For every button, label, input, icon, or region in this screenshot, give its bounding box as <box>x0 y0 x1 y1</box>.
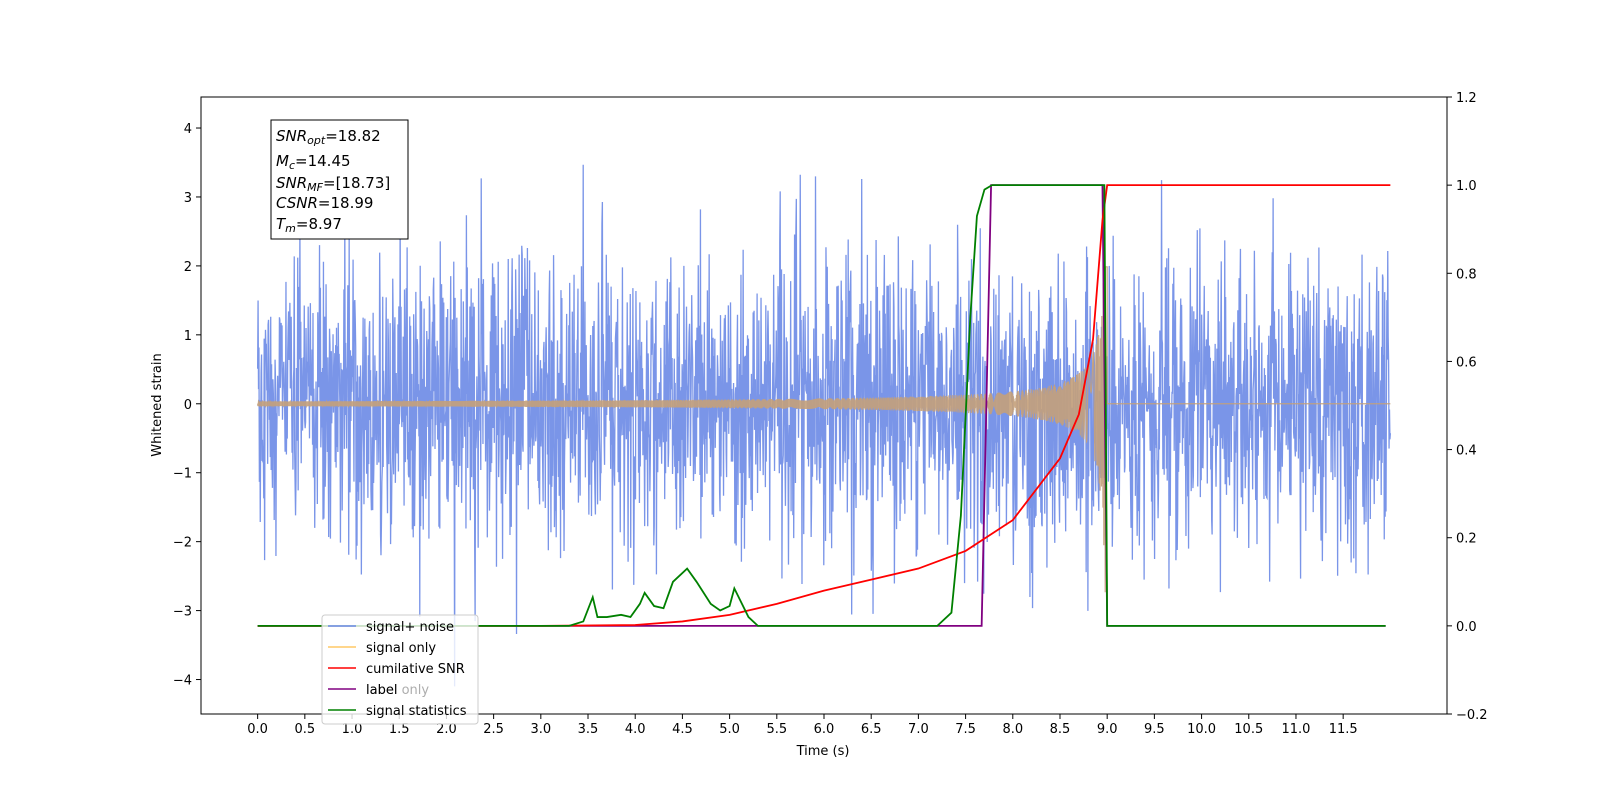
y-tick-label: 4 <box>184 122 192 137</box>
x-tick-label: 2.5 <box>483 722 504 737</box>
legend-label-cumulative-snr: cumilative SNR <box>366 662 465 677</box>
y2-tick-label: 1.0 <box>1456 179 1477 194</box>
y2-tick-label: 0.6 <box>1456 355 1477 370</box>
series-signal-noise <box>256 164 1392 687</box>
y-tick-label: −1 <box>173 467 192 482</box>
x-tick-label: 9.5 <box>1144 722 1165 737</box>
x-tick-label: 3.5 <box>578 722 599 737</box>
y-tick-label: 0 <box>184 398 192 413</box>
y-tick-label: 1 <box>184 329 192 344</box>
y-tick-label: −3 <box>173 605 192 620</box>
x-axis-label: Time (s) <box>796 744 850 759</box>
stat-csnr: CSNR=18.99 <box>276 194 373 212</box>
x-tick-label: 6.5 <box>861 722 882 737</box>
legend-label-signal-statistics: signal statistics <box>366 704 467 719</box>
y2-tick-label: 0.2 <box>1456 532 1477 547</box>
x-tick-label: 5.5 <box>766 722 787 737</box>
x-tick-label: 8.5 <box>1050 722 1071 737</box>
y2-tick-label: −0.2 <box>1456 708 1488 723</box>
x-tick-label: 1.0 <box>342 722 363 737</box>
y-axis-left: 4 3 2 1 0 −1 −2 −3 −4 <box>173 122 201 689</box>
y-tick-label: 3 <box>184 191 192 206</box>
y-tick-label: 2 <box>184 260 192 275</box>
x-tick-label: 10.0 <box>1187 722 1216 737</box>
legend-label-signal-only: signal only <box>366 641 436 656</box>
x-tick-label: 0.5 <box>294 722 315 737</box>
legend: signal+ noise signal only cumilative SNR… <box>321 614 479 725</box>
x-tick-label: 10.5 <box>1234 722 1263 737</box>
x-tick-label: 5.0 <box>719 722 740 737</box>
stat-tm: Tm=8.97 <box>276 215 342 235</box>
stat-mc: Mc=14.45 <box>276 152 351 172</box>
y2-tick-label: 0.4 <box>1456 444 1477 459</box>
legend-label-label-only: label only <box>366 683 429 698</box>
y-tick-label: −4 <box>173 674 192 689</box>
y2-tick-label: 0.0 <box>1456 620 1477 635</box>
x-tick-label: 11.5 <box>1329 722 1358 737</box>
x-tick-label: 8.0 <box>1002 722 1023 737</box>
x-tick-label: 6.0 <box>814 722 835 737</box>
x-tick-label: 11.0 <box>1281 722 1310 737</box>
y-axis-right: 1.2 1.0 0.8 0.6 0.4 0.2 0.0 −0.2 <box>1447 91 1488 723</box>
series-cumulative-snr <box>257 184 1391 627</box>
x-tick-label: 3.0 <box>530 722 551 737</box>
x-tick-label: 7.0 <box>908 722 929 737</box>
x-tick-label: 7.5 <box>955 722 976 737</box>
y2-tick-label: 1.2 <box>1456 91 1477 106</box>
series-layer <box>256 164 1392 687</box>
stats-box: SNRopt=18.82 Mc=14.45 SNRMF=[18.73] CSNR… <box>270 119 409 240</box>
x-tick-label: 4.0 <box>625 722 646 737</box>
x-tick-label: 9.0 <box>1097 722 1118 737</box>
y-tick-label: −2 <box>173 536 192 551</box>
legend-frame <box>321 614 479 725</box>
x-tick-label: 1.5 <box>389 722 410 737</box>
x-tick-label: 0.0 <box>247 722 268 737</box>
stat-snr-opt: SNRopt=18.82 <box>276 127 381 147</box>
stat-snr-mf: SNRMF=[18.73] <box>276 174 390 194</box>
series-signal-statistics <box>257 184 1386 627</box>
legend-label-label: label <box>366 683 397 698</box>
x-tick-label: 2.0 <box>436 722 457 737</box>
x-tick-label: 4.5 <box>672 722 693 737</box>
y-axis-label: Whitened strain <box>150 353 165 456</box>
stats-box-frame <box>270 119 409 240</box>
y2-tick-label: 0.8 <box>1456 267 1477 282</box>
x-axis: 0.0 0.5 1.0 1.5 2.0 2.5 3.0 3.5 4.0 4.5 5.0 5.5 6.0 6… <box>247 714 1358 737</box>
legend-label-signal-noise: signal+ noise <box>366 620 454 635</box>
